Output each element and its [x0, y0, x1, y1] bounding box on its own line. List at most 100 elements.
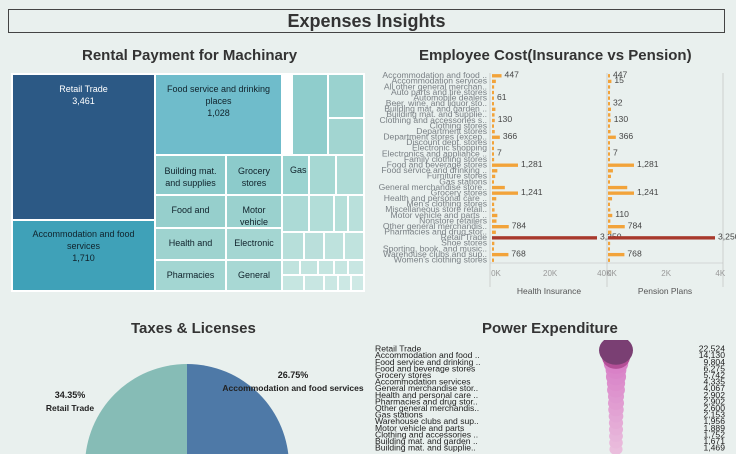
- treemap-tile[interactable]: [328, 118, 364, 155]
- treemap-tile[interactable]: Motor vehicle: [226, 195, 282, 228]
- treemap-tile[interactable]: Retail Trade 3,461: [12, 74, 155, 220]
- bar: [492, 185, 505, 190]
- category-label: Food and beverage stores: [375, 363, 475, 373]
- bar: [608, 236, 715, 240]
- taxes-pie-chart[interactable]: 26.75% Accommodation and food services 34.…: [0, 336, 370, 454]
- category-label: Building mat. and supplie..: [386, 109, 487, 119]
- treemap-tile[interactable]: [324, 275, 338, 291]
- treemap-tile[interactable]: [304, 232, 324, 260]
- category-label: Building mat. and garden ..: [375, 436, 478, 446]
- bar: [492, 258, 494, 262]
- bar-value-label: 7: [497, 148, 502, 158]
- bar: [492, 118, 495, 123]
- bar: [492, 135, 500, 139]
- bar: [608, 241, 611, 246]
- bar-value-label: 32: [613, 97, 623, 107]
- treemap-tile[interactable]: Health and: [155, 228, 226, 260]
- bar: [608, 102, 610, 106]
- bar-value-label: 7: [613, 148, 618, 158]
- bar-value-label: 784: [512, 220, 527, 230]
- bar: [492, 197, 497, 201]
- treemap-tile-label: Food and: [171, 205, 210, 215]
- treemap-tile[interactable]: Electronic: [226, 228, 282, 260]
- category-label: Women's clothing stores: [394, 255, 487, 265]
- category-label: General merchandise store..: [379, 182, 487, 192]
- treemap-tile[interactable]: [300, 260, 318, 275]
- category-label: Automobile dealers: [413, 92, 487, 102]
- bar-value-label: 130: [614, 114, 629, 124]
- rental-treemap[interactable]: Retail Trade 3,461 Accommodation and food …: [11, 73, 365, 292]
- treemap-tile[interactable]: [324, 232, 344, 260]
- treemap-tile[interactable]: Accommodation and food services 1,710: [12, 220, 155, 291]
- treemap-tile[interactable]: [309, 195, 334, 232]
- bar: [492, 202, 495, 206]
- bar: [492, 79, 496, 84]
- slice-percent: 26.75%: [278, 370, 309, 380]
- bar: [492, 113, 495, 117]
- bar-value-label: 768: [627, 248, 642, 258]
- bar: [492, 152, 494, 156]
- treemap-tile-label: Electronic: [234, 238, 274, 248]
- treemap-tile[interactable]: [304, 275, 324, 291]
- bar: [492, 247, 494, 251]
- treemap-tile[interactable]: [338, 275, 351, 291]
- treemap-tile[interactable]: [282, 232, 304, 260]
- category-label: Pharmacies and drug stor..: [384, 227, 487, 237]
- treemap-tile[interactable]: [292, 74, 328, 155]
- bar: [492, 174, 496, 179]
- slice-label: Accommodation and food services: [222, 383, 363, 393]
- value-label: 2,153: [703, 410, 725, 420]
- treemap-tile[interactable]: [318, 260, 334, 275]
- bar: [492, 241, 495, 246]
- treemap-tile-label: Gas: [290, 165, 307, 175]
- treemap-tile[interactable]: [334, 195, 348, 232]
- value-label: 9,804: [703, 357, 725, 367]
- treemap-tile[interactable]: Gas: [282, 155, 309, 195]
- treemap-tile[interactable]: [328, 74, 364, 118]
- treemap-tile-value: 3,461: [72, 96, 95, 106]
- treemap-tile[interactable]: [282, 260, 300, 275]
- bar-value-label: 3,250: [718, 232, 736, 242]
- bar: [492, 208, 495, 212]
- treemap-tile[interactable]: [282, 195, 309, 232]
- power-expenditure-chart[interactable]: Retail Trade 22,524 Accommodation and food…: [370, 340, 736, 454]
- bar: [492, 180, 494, 184]
- category-label: Warehouse clubs and sup..: [383, 249, 487, 259]
- bar: [608, 174, 611, 179]
- treemap-tile[interactable]: [348, 195, 364, 232]
- treemap-tile[interactable]: [348, 260, 364, 275]
- category-label: Building mat. and supplie..: [375, 443, 476, 453]
- category-label: Electronics and appliance ..: [382, 148, 487, 158]
- treemap-tile[interactable]: Grocery stores: [226, 155, 282, 195]
- bar: [608, 202, 610, 206]
- category-label: Warehouse clubs and sup..: [375, 416, 479, 426]
- treemap-tile-label: Food service and drinking places: [166, 84, 271, 106]
- treemap-tile-label: Grocery stores: [237, 166, 270, 188]
- tick-label: 20K: [543, 269, 558, 278]
- bar-value-label: 366: [503, 131, 518, 141]
- treemap-tile[interactable]: [344, 232, 364, 260]
- value-label: 22,524: [699, 344, 726, 354]
- treemap-tile[interactable]: Food and: [155, 195, 226, 228]
- tick-label: 2K: [661, 269, 671, 278]
- employee-cost-chart[interactable]: Accommodation and food ..Accommodation s…: [370, 68, 736, 308]
- bubble-mark: [599, 340, 633, 365]
- category-label: Accommodation services: [375, 377, 471, 387]
- value-label: 2,902: [703, 390, 725, 400]
- treemap-tile[interactable]: General: [226, 260, 282, 291]
- treemap-tile[interactable]: Building mat. and supplies: [155, 155, 226, 195]
- panel-title: Pension Plans: [638, 286, 692, 296]
- treemap-tile[interactable]: Food service and drinking places 1,028: [155, 74, 282, 155]
- treemap-tile[interactable]: [282, 275, 304, 291]
- treemap-tile[interactable]: [351, 275, 364, 291]
- treemap-tile[interactable]: [334, 260, 348, 275]
- value-label: 6,275: [703, 363, 725, 373]
- treemap-tile[interactable]: [309, 155, 336, 195]
- treemap-tile[interactable]: Pharmacies: [155, 260, 226, 291]
- treemap-tile[interactable]: [336, 155, 364, 195]
- bar: [608, 163, 634, 167]
- treemap-tile-label: Pharmacies: [166, 270, 215, 280]
- bar-value-label: 1,241: [637, 187, 659, 197]
- value-label: 14,130: [699, 350, 726, 360]
- bar-value-label: 1,241: [521, 187, 543, 197]
